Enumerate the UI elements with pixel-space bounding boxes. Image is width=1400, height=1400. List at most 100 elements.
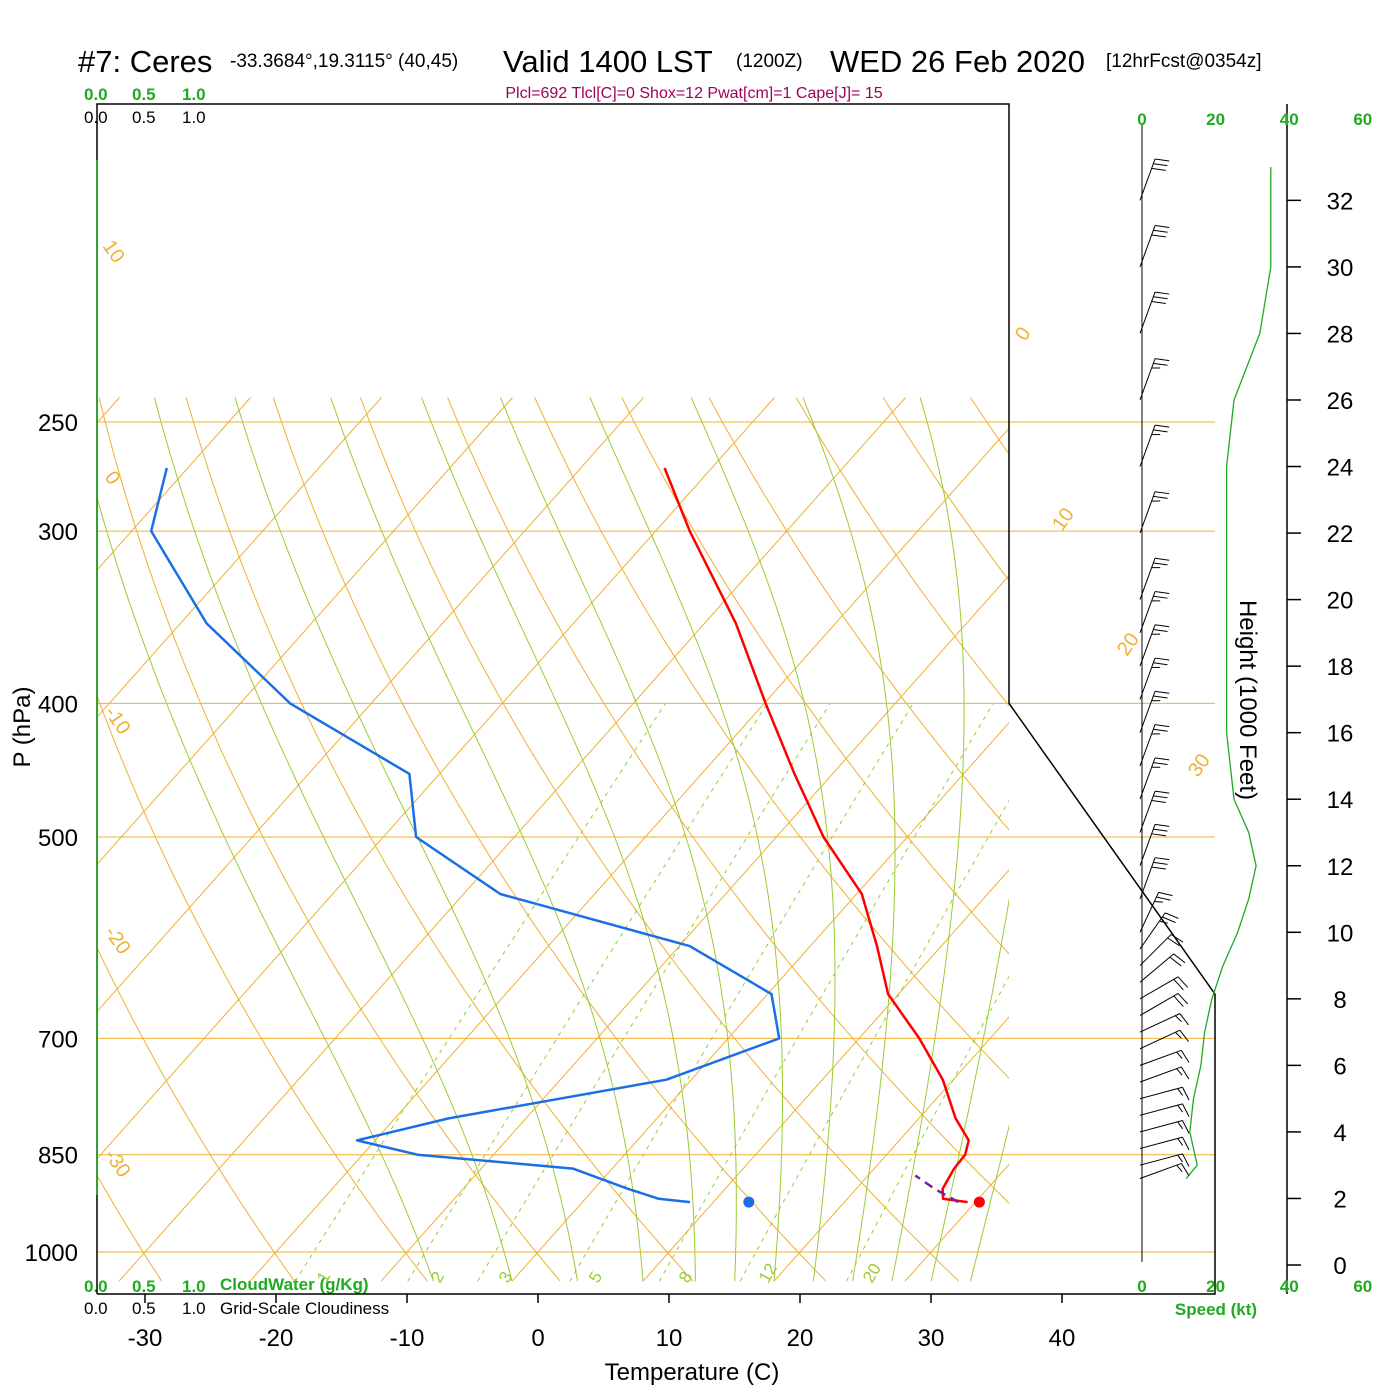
pressure-tick-label: 400 <box>38 691 78 718</box>
dry-adiabat-label: -20 <box>100 922 135 958</box>
wind-barb-flag <box>1182 1120 1190 1134</box>
wind-barb-flag <box>1153 163 1168 167</box>
mixing-ratio-label: 20 <box>859 1260 885 1286</box>
wind-barb-flag <box>1153 296 1168 300</box>
cloudwater-scale-top-1: 0.5 <box>132 85 156 104</box>
wind-barb-flag <box>1182 1136 1190 1151</box>
isotherm-line <box>249 427 1009 1282</box>
wind-barb-flag <box>1169 956 1182 967</box>
wind-barb-staff <box>1139 591 1156 634</box>
wind-barb <box>1139 757 1170 800</box>
wind-barb-flag <box>1167 937 1180 947</box>
wind-barb-staff <box>1139 291 1156 334</box>
height-tick-label: 18 <box>1327 654 1354 681</box>
cloudiness-scale-bottom-1: 0.5 <box>132 1299 156 1318</box>
wind-barb-flag <box>1158 891 1173 897</box>
wind-barb <box>1139 1162 1190 1179</box>
height-tick-label: 0 <box>1333 1253 1346 1280</box>
wind-barb <box>1139 1136 1190 1151</box>
data-layer <box>149 467 985 1208</box>
wind-barb-flag <box>1180 1050 1190 1063</box>
mixing-ratio-line <box>294 703 666 1282</box>
wind-barb-flag <box>1177 976 1189 988</box>
wind-barb-flag <box>1153 628 1168 632</box>
wind-speed-line <box>1185 167 1272 1179</box>
dry-adiabat-line <box>1145 398 1400 1282</box>
dry-adiabat-line <box>0 398 29 1282</box>
isotherm-line <box>773 1016 1009 1282</box>
wind-barb-flag <box>1156 896 1171 901</box>
wind-barb-staff <box>1139 558 1156 600</box>
dry-adiabat-line <box>360 397 960 1282</box>
cloudiness-label: Grid-Scale Cloudiness <box>220 1299 389 1318</box>
wind-barb-staff <box>1139 1013 1181 1033</box>
wind-barb <box>1139 993 1189 1016</box>
pressure-tick-label: 300 <box>38 519 78 546</box>
wind-barb-flag <box>1154 591 1170 594</box>
wind-barb-flag <box>1154 491 1170 495</box>
wind-barb-flag <box>1182 1103 1190 1117</box>
height-tick-label: 2 <box>1333 1186 1346 1213</box>
y-axis-title: P (hPa) <box>9 687 36 768</box>
dry-adiabat-line <box>795 397 1009 707</box>
wind-barb-staff <box>1139 892 1160 933</box>
isotherm-label: 30 <box>1184 750 1215 781</box>
wind-barb-flag <box>1153 429 1168 433</box>
isotherm-line <box>97 397 251 571</box>
wind-barb <box>1139 158 1170 201</box>
wind-barb-staff <box>1139 624 1156 667</box>
wind-barb-halfflag <box>1174 1031 1182 1039</box>
wind-barb-staff <box>1139 1120 1183 1133</box>
isotherm-label: 10 <box>1048 504 1079 535</box>
wind-barb-staff <box>1139 724 1156 767</box>
wind-barb <box>1139 225 1170 268</box>
wind-barb-halfflag <box>1176 1051 1183 1059</box>
wind-barb-staff <box>1139 757 1156 800</box>
x-tick-label: -30 <box>128 1325 163 1352</box>
wind-barb-flag <box>1151 234 1166 238</box>
wind-barb-staff <box>1139 1162 1182 1179</box>
wind-barb-flag <box>1153 795 1168 799</box>
mixing-ratio-line <box>569 703 914 1282</box>
wind-barb <box>1139 291 1170 334</box>
wind-barb-staff <box>1139 976 1179 1000</box>
x-tick-label: 30 <box>918 1325 945 1352</box>
wind-barb-staff <box>1139 158 1156 201</box>
wind-barb-flag <box>1151 866 1166 870</box>
wind-barb <box>1139 591 1170 634</box>
wind-barb-flag <box>1182 1153 1190 1167</box>
wind-barb-staff <box>1139 912 1166 950</box>
wind-barb-flag <box>1154 557 1170 561</box>
cloudwater-scale-bottom-1: 0.5 <box>132 1277 156 1296</box>
dry-adiabat-line <box>98 397 561 1282</box>
wind-barb <box>1139 1029 1189 1050</box>
valid-time: Valid 1400 LST <box>503 44 713 79</box>
wind-barb <box>1139 557 1170 600</box>
wind-barb-flag <box>1154 690 1170 694</box>
station-coords: -33.3684°,19.3115° (40,45) <box>230 51 458 72</box>
dry-adiabat-line <box>534 397 1009 1079</box>
wind-barb-flag <box>1153 695 1168 699</box>
wind-barb <box>1139 624 1170 667</box>
wind-barb-flag <box>1173 995 1184 1007</box>
mixing-ratio-line <box>739 799 1009 1282</box>
dewpoint-line <box>149 467 781 1204</box>
wind-barb-staff <box>1139 1029 1181 1050</box>
wind-barb-staff <box>1139 857 1156 900</box>
pressure-tick-label: 1000 <box>25 1240 78 1267</box>
parcel-params: Plcl=692 Tlcl[C]=0 Shox=12 Pwat[cm]=1 Ca… <box>505 85 882 102</box>
wind-barb <box>1139 891 1173 933</box>
isotherm-line <box>97 397 513 866</box>
moist-adiabat-line <box>802 397 896 1282</box>
wind-barb-flag <box>1154 624 1170 628</box>
wind-barb <box>1139 823 1170 866</box>
wind-barb-staff <box>1139 1049 1182 1066</box>
label-layer: -30 -20 -10 0 10 20 30 402503004005007008501000… <box>25 110 1373 1352</box>
wind-barb-flag <box>1173 953 1186 964</box>
wind-layer <box>1139 158 1272 1179</box>
wind-barb-flag <box>1162 916 1176 924</box>
wind-barb <box>1139 424 1170 467</box>
mixing-ratio-line <box>477 703 831 1282</box>
height-tick-label: 14 <box>1327 787 1354 814</box>
